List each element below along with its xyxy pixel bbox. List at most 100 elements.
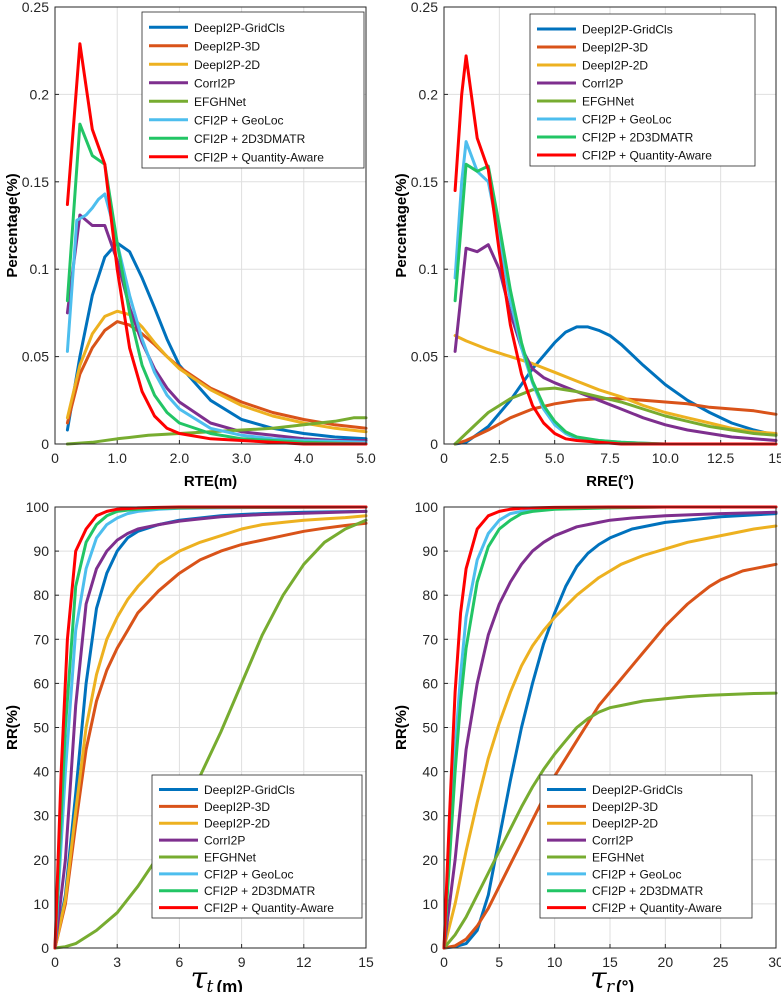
x-tick-label: 12: [296, 954, 312, 970]
y-tick-label: 60: [422, 675, 438, 691]
y-tick-label: 10: [422, 896, 438, 912]
y-tick-label: 80: [33, 587, 49, 603]
y-axis-label: RR(%): [4, 705, 21, 750]
x-tick-label: 7.5: [600, 450, 620, 466]
legend-label-deepi2p-3d: DeepI2P-3D: [194, 39, 260, 53]
legend: DeepI2P-GridCls DeepI2P-3D DeepI2P-2D CorrI…: [529, 13, 756, 167]
x-tick-label: 2.0: [170, 450, 190, 466]
x-axis-label-symbol: τ: [590, 961, 607, 992]
x-tick-label: 9: [238, 954, 246, 970]
chart-rr_t: 0 10 20 30 40 50 60 70 80 90 100 0 3 6 9 12 15 RR(%) τ t (m)…: [4, 499, 374, 992]
legend-label-deepi2p-gridcls: DeepI2P-GridCls: [194, 21, 285, 35]
x-tick-label: 0: [440, 954, 448, 970]
x-tick-label: 20: [658, 954, 674, 970]
series-line-cfi2p-geoloc: [65, 192, 368, 444]
x-tick-label: 25: [713, 954, 729, 970]
legend: DeepI2P-GridCls DeepI2P-3D DeepI2P-2D CorrI…: [539, 774, 753, 919]
chart-rte: 0 0.05 0.1 0.15 0.2 0.25 0 1.0 2.0 3.0 4.0 5.0 Perce…: [4, 0, 376, 490]
x-axis-label-symbol: τ: [191, 961, 208, 992]
legend-label-cfi2p-quantity-aware: CFI2P + Quantity-Aware: [592, 901, 722, 915]
y-axis-label: Percentage(%): [393, 173, 410, 277]
y-tick-label: 70: [422, 631, 438, 647]
legend-label-cfi2p-geoloc: CFI2P + GeoLoc: [204, 867, 294, 881]
series-line-corri2p: [442, 510, 778, 950]
axes-frame: [443, 6, 777, 445]
legend-label-deepi2p-2d: DeepI2P-2D: [194, 58, 260, 72]
legend-label-cfi2p-quantity-aware: CFI2P + Quantity-Aware: [194, 150, 324, 164]
series-line-deepi2p-2d: [442, 524, 778, 950]
legend-label-efghnet: EFGHNet: [592, 850, 645, 864]
legend-label-cfi2p-quantity-aware: CFI2P + Quantity-Aware: [582, 149, 712, 163]
legend-box: [539, 774, 753, 919]
y-tick-label: 60: [33, 675, 49, 691]
chart-rr_r: 0 10 20 30 40 50 60 70 80 90 100 0 5 10 15 20 25 30 RR(%) τ…: [393, 499, 781, 992]
y-tick-label: 0.25: [411, 0, 438, 15]
legend-label-efghnet: EFGHNet: [194, 95, 247, 109]
y-tick-label: 50: [422, 720, 438, 736]
x-tick-label: 10.0: [652, 450, 679, 466]
x-axis-label: RRE(°): [586, 473, 634, 490]
axes-frame: [443, 506, 777, 949]
x-axis-label-subscript: r: [606, 977, 615, 992]
x-axis-label-subscript: t: [207, 977, 214, 992]
y-tick-label: 100: [415, 499, 439, 515]
y-tick-label: 90: [33, 543, 49, 559]
axes-frame: [54, 6, 367, 445]
legend-label-deepi2p-2d: DeepI2P-2D: [592, 817, 658, 831]
y-tick-label: 40: [33, 764, 49, 780]
y-tick-label: 50: [33, 720, 49, 736]
legend-label-efghnet: EFGHNet: [582, 95, 635, 109]
y-tick-label: 20: [33, 852, 49, 868]
series-line-deepi2p-gridcls: [65, 241, 368, 441]
y-tick-label: 0.15: [411, 174, 438, 190]
y-tick-label: 0: [430, 940, 438, 956]
x-tick-label: 10: [547, 954, 563, 970]
x-tick-label: 5.0: [356, 450, 376, 466]
axes-frame: [54, 506, 367, 949]
legend-label-corri2p: CorrI2P: [582, 77, 623, 91]
y-tick-label: 10: [33, 896, 49, 912]
x-tick-label: 1.0: [107, 450, 127, 466]
x-axis-label: RTE(m): [184, 473, 237, 490]
y-tick-label: 0.2: [30, 86, 50, 102]
series-line-efghnet: [442, 691, 778, 950]
x-tick-label: 30: [768, 954, 781, 970]
y-tick-label: 40: [422, 764, 438, 780]
legend: DeepI2P-GridCls DeepI2P-3D DeepI2P-2D CorrI…: [141, 11, 365, 169]
series-line-corri2p: [53, 509, 368, 950]
legend-label-deepi2p-2d: DeepI2P-2D: [582, 59, 648, 73]
x-tick-label: 3: [113, 954, 121, 970]
legend-label-corri2p: CorrI2P: [204, 834, 245, 848]
x-tick-label: 5.0: [545, 450, 565, 466]
x-tick-label: 0: [440, 450, 448, 466]
x-tick-label: 15: [768, 450, 781, 466]
series-line-deepi2p-2d: [65, 309, 368, 434]
legend-label-cfi2p-2d3dmatr: CFI2P + 2D3DMATR: [204, 884, 316, 898]
y-axis-label: RR(%): [393, 705, 410, 750]
x-tick-label: 4.0: [294, 450, 314, 466]
y-tick-label: 0.1: [419, 261, 439, 277]
legend-box: [141, 11, 365, 169]
legend-label-deepi2p-gridcls: DeepI2P-GridCls: [204, 783, 295, 797]
y-tick-label: 0.05: [22, 349, 49, 365]
legend: DeepI2P-GridCls DeepI2P-3D DeepI2P-2D CorrI…: [151, 774, 363, 919]
legend-label-corri2p: CorrI2P: [592, 834, 633, 848]
legend-label-cfi2p-2d3dmatr: CFI2P + 2D3DMATR: [592, 884, 704, 898]
legend-label-cfi2p-geoloc: CFI2P + GeoLoc: [582, 113, 672, 127]
y-tick-label: 0.15: [22, 174, 49, 190]
x-tick-label: 0: [51, 450, 59, 466]
y-tick-label: 70: [33, 631, 49, 647]
legend-label-deepi2p-3d: DeepI2P-3D: [592, 800, 658, 814]
y-tick-label: 0: [41, 940, 49, 956]
legend-label-cfi2p-geoloc: CFI2P + GeoLoc: [592, 867, 682, 881]
legend-box: [529, 13, 756, 167]
x-tick-label: 5: [495, 954, 503, 970]
legend-label-corri2p: CorrI2P: [194, 76, 235, 90]
series-line-deepi2p-2d: [53, 514, 368, 950]
y-tick-label: 0.1: [30, 261, 50, 277]
y-tick-label: 80: [422, 587, 438, 603]
legend-label-cfi2p-2d3dmatr: CFI2P + 2D3DMATR: [194, 132, 306, 146]
series-line-deepi2p-3d: [53, 521, 368, 950]
legend-box: [151, 774, 363, 919]
